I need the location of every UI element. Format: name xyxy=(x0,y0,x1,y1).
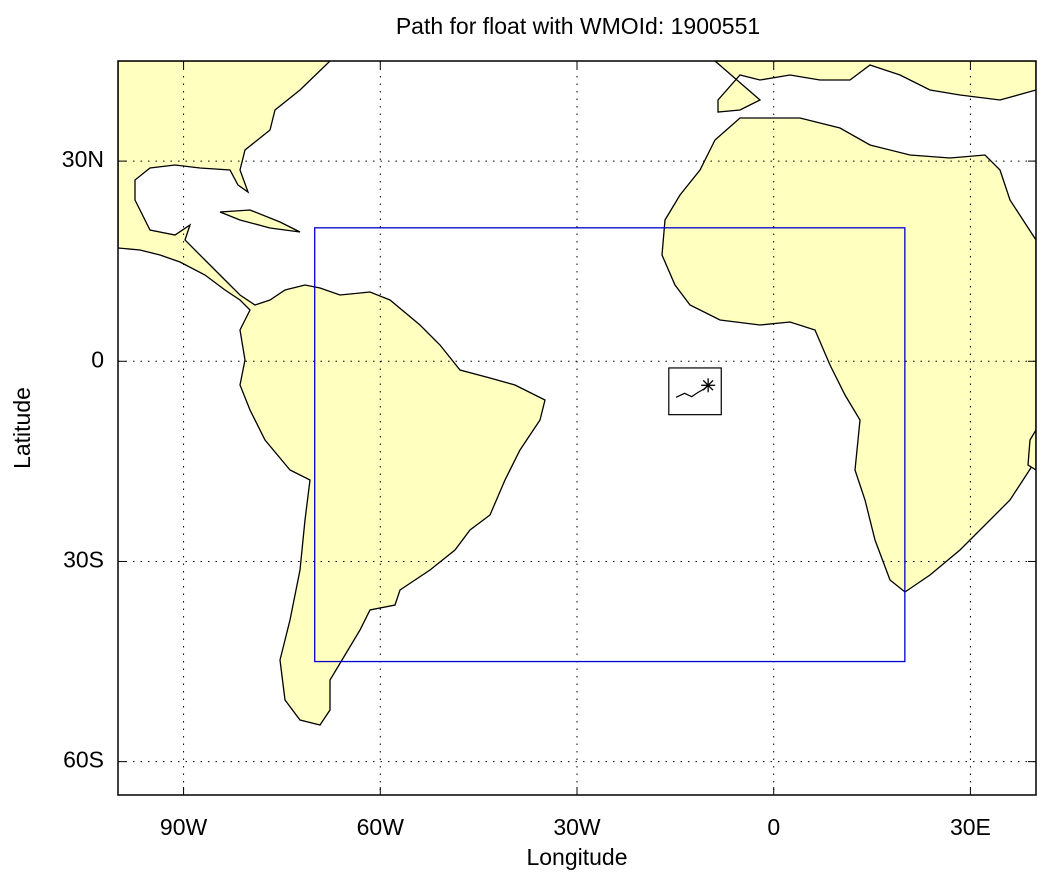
x-tick-label: 90W xyxy=(160,814,208,840)
x-tick-label: 60W xyxy=(357,814,405,840)
cuba xyxy=(219,209,301,233)
y-tick-label: 60S xyxy=(63,747,104,773)
inset-box xyxy=(668,367,722,416)
madagascar xyxy=(1027,428,1036,471)
africa xyxy=(661,117,1036,593)
x-tick-label: 30W xyxy=(553,814,601,840)
y-tick-label: 30S xyxy=(63,547,104,573)
x-axis-label: Longitude xyxy=(526,844,627,870)
chart-title: Path for float with WMOId: 1900551 xyxy=(396,13,760,39)
europe xyxy=(714,61,1036,113)
x-tick-label: 0 xyxy=(767,814,780,840)
x-tick-label: 30E xyxy=(950,814,991,840)
region-box xyxy=(314,227,906,663)
float-last-position xyxy=(701,378,716,393)
plot-frame xyxy=(117,60,1037,796)
y-tick-label: 30N xyxy=(62,146,104,172)
land xyxy=(118,61,1036,726)
americas xyxy=(118,61,546,726)
y-tick-label: 0 xyxy=(91,346,104,372)
y-axis-label: Latitude xyxy=(9,387,35,469)
float-track xyxy=(675,384,709,398)
star-stroke xyxy=(702,379,714,391)
